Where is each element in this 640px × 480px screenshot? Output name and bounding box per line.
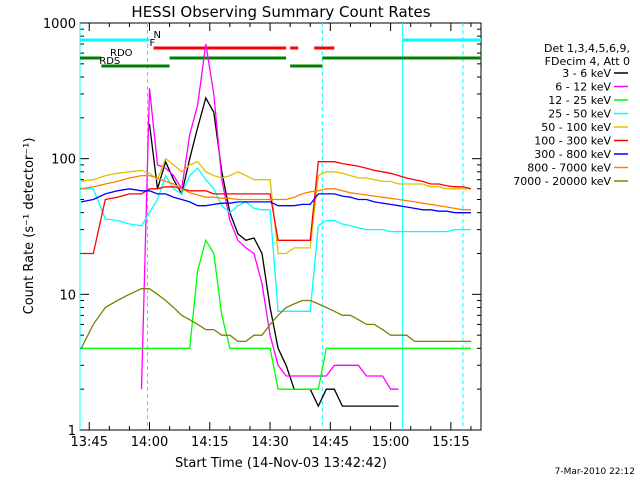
flag-label-n: N [154, 30, 161, 41]
chart-title: HESSI Observing Summary Count Rates [131, 3, 430, 21]
x-tick-label: 14:15 [191, 435, 228, 450]
legend-entry-label: 7000 - 20000 keV [513, 175, 611, 188]
legend-entry-label: 300 - 800 keV [534, 148, 611, 161]
x-tick-label: 14:00 [131, 435, 168, 450]
x-tick-label: 14:30 [251, 435, 288, 450]
x-tick-label: 15:00 [372, 435, 409, 450]
y-tick-label: 1 [68, 424, 76, 439]
flag-label-f: F [150, 38, 156, 49]
y-tick-label: 10 [59, 288, 76, 303]
series-line [81, 161, 472, 255]
series-line [81, 167, 471, 312]
series-line [148, 96, 399, 408]
series-line [81, 238, 471, 390]
flag-label-rds: RDS [99, 56, 120, 67]
legend-header-line: FDecim 4, Att 0 [545, 55, 630, 68]
y-tick-label: 100 [51, 153, 76, 168]
series-line [81, 157, 471, 255]
legend-entry-label: 6 - 12 keV [555, 81, 611, 94]
legend: Det 1,3,4,5,6,9,FDecim 4, Att 03 - 6 keV… [513, 42, 630, 188]
legend-entry-label: 50 - 100 keV [541, 121, 611, 134]
series-line [81, 174, 471, 211]
legend-entry-label: 12 - 25 keV [548, 94, 611, 107]
legend-entry-label: 800 - 7000 keV [527, 162, 611, 175]
x-tick-label: 15:15 [432, 435, 469, 450]
plot-area: 13:45 14:00 14:15 14:30 14:45 15:00 15:15 1 10 10… [43, 17, 482, 450]
x-tick-label: 14:45 [312, 435, 349, 450]
series-line [81, 188, 471, 214]
legend-entry-label: 25 - 50 keV [548, 108, 611, 121]
x-tick-label: 13:45 [71, 435, 108, 450]
y-tick-label: 1000 [43, 17, 76, 32]
legend-entry-label: 100 - 300 keV [534, 135, 611, 148]
x-axis-label: Start Time (14-Nov-03 13:42:42) [175, 456, 387, 471]
series-line [140, 43, 399, 390]
flag-label-rdo: RDO [110, 48, 133, 59]
series-line [80, 288, 471, 349]
legend-entry-label: 3 - 6 keV [562, 67, 611, 80]
legend-header-line: Det 1,3,4,5,6,9, [544, 42, 630, 55]
footer-timestamp: 7-Mar-2010 22:12 [555, 467, 635, 477]
y-axis-label: Count Rate (s⁻¹ detector⁻¹) [22, 138, 37, 315]
